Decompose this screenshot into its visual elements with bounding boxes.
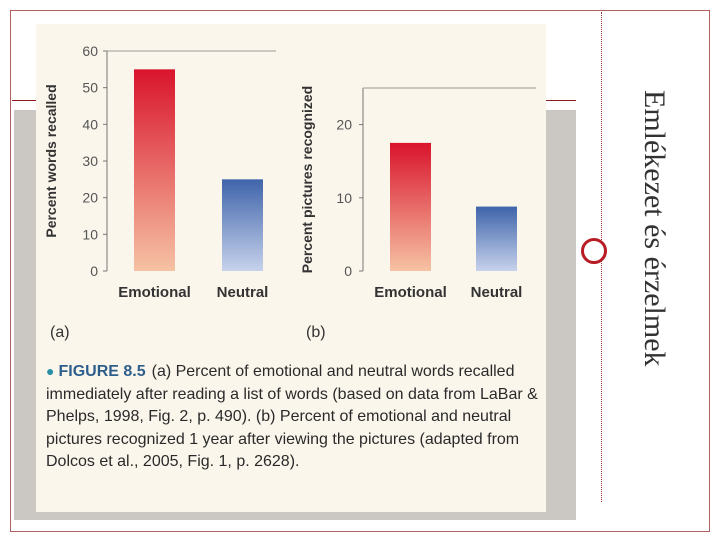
y-axis-label-a: Percent words recalled [43,84,59,237]
y-tick-label-a: 20 [82,190,98,206]
category-label-b-emotional: Emotional [374,284,447,301]
slide-title: Emlékezet és érzelmek [638,90,671,367]
title-rule-right [546,100,576,101]
figure-panel: 0 10 20 30 40 50 60 Percent words recalled Emoti… [36,24,546,512]
panel-label-a: (a) [50,324,70,341]
y-tick-label-b: 10 [336,190,352,206]
y-tick-label-b: 20 [336,117,352,133]
y-tick-label-a: 60 [82,43,98,59]
category-label-a-emotional: Emotional [118,284,191,301]
circle-ornament-icon [581,238,607,264]
bullet-icon: ● [46,363,55,379]
y-tick-label-b: 0 [344,263,352,279]
caption-text: (a) Percent of emotional and neutral wor… [46,363,538,470]
y-tick-label-a: 0 [90,263,98,279]
category-label-a-neutral: Neutral [217,284,269,301]
title-rule-left [12,100,36,101]
bar-a-emotional [134,69,175,271]
slide-frame [10,10,710,532]
panel-label-b: (b) [306,324,326,341]
y-axis-label-b: Percent pictures recognized [299,86,315,274]
category-label-b-neutral: Neutral [471,284,523,301]
bar-a-neutral [222,179,263,271]
figure-caption: ● FIGURE 8.5 (a) Percent of emotional and … [46,360,541,474]
bar-b-neutral [476,206,517,271]
bar-b-emotional [390,142,431,271]
bar-charts: 0 10 20 30 40 50 60 Percent words recalled Emoti… [43,43,536,341]
y-tick-label-a: 30 [82,153,98,169]
y-tick-label-a: 50 [82,80,98,96]
y-tick-label-a: 10 [82,226,98,242]
y-tick-label-a: 40 [82,116,98,132]
figure-label: FIGURE 8.5 [58,363,146,380]
